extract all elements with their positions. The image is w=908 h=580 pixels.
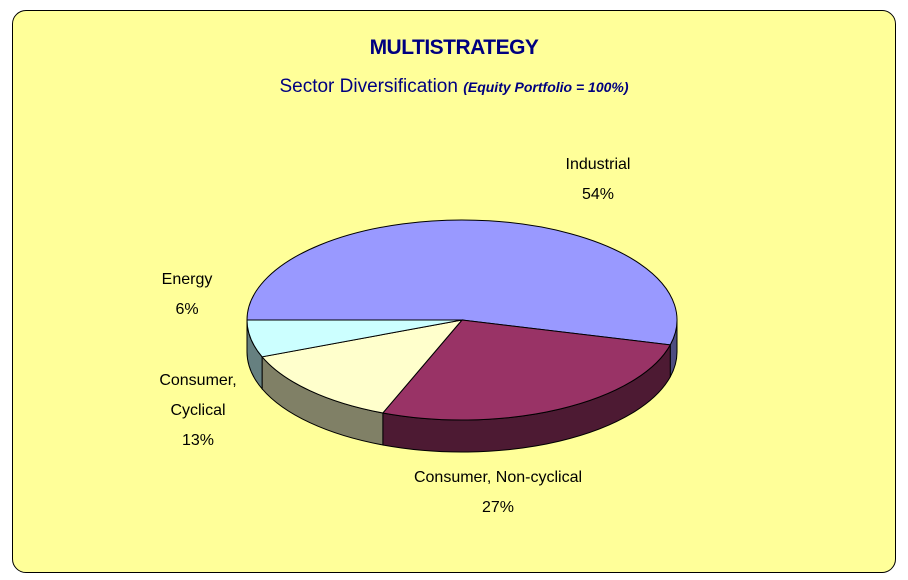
slice (381, 319, 672, 421)
value-label: 54% (581, 186, 615, 203)
slice-label: Consumer, Cyclical 13% (138, 366, 258, 456)
value-label: 13% (181, 432, 215, 449)
category-label: Consumer, Non-cyclical (413, 469, 583, 486)
category-label: Industrial (565, 156, 631, 173)
slice (246, 319, 463, 358)
slice-label: Energy 6% (142, 265, 232, 325)
chart-title: MULTISTRATEGY (369, 36, 539, 59)
value-label: 27% (481, 499, 515, 516)
chart-subtitle: Sector Diversification (Equity Portfolio… (0, 76, 908, 98)
slice-label: Industrial 54% (548, 150, 648, 210)
slice-label: Consumer, Non-cyclical 27% (413, 463, 583, 523)
subtitle-text: Sector Diversification (279, 76, 458, 97)
category-label: Consumer, Cyclical (159, 372, 237, 419)
category-label: Energy (161, 271, 213, 288)
slice (261, 319, 464, 414)
value-label: 6% (175, 301, 199, 318)
slice (246, 219, 678, 346)
subtitle-note: (Equity Portfolio = 100%) (463, 79, 629, 95)
